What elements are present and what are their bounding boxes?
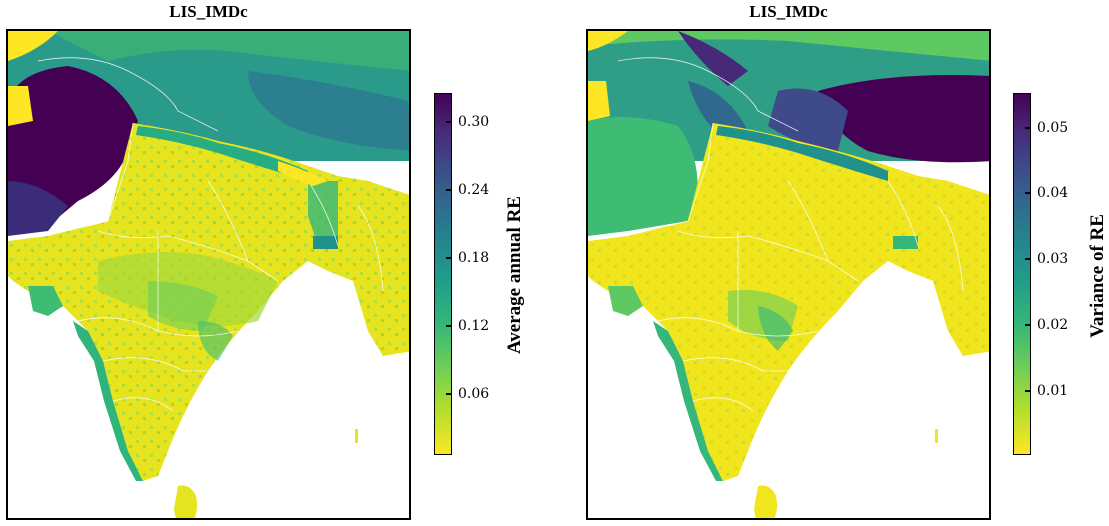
- cbar-tick-label: 0.24: [458, 182, 490, 198]
- cbar-tick-label: 0.02: [1037, 317, 1069, 333]
- colorbar-label: Average annual RE: [504, 196, 525, 354]
- cbar-tick: [1025, 192, 1031, 194]
- cbar-tick: [1025, 258, 1031, 260]
- cbar-tick-label: 0.05: [1037, 120, 1069, 136]
- cbar-tick-label: 0.30: [458, 114, 490, 130]
- northeast-dark-region: [818, 75, 989, 163]
- cbar-tick: [446, 325, 452, 327]
- sri-lanka: [174, 485, 197, 518]
- andaman-islands: [935, 429, 938, 443]
- panel-title: LIS_IMDc: [169, 2, 248, 21]
- map-canvas: [588, 31, 989, 518]
- colorbar-variance-re: [1013, 93, 1031, 455]
- map-canvas: [8, 31, 409, 518]
- panel-title: LIS_IMDc: [749, 2, 828, 21]
- colorbar-average-re: [434, 93, 452, 455]
- cbar-tick-label: 0.01: [1037, 383, 1069, 399]
- map-variance-re: [586, 29, 991, 520]
- cbar-tick: [446, 393, 452, 395]
- boundary-lines: [617, 57, 964, 412]
- map-average-re: [6, 29, 411, 520]
- cbar-tick-label: 0.12: [458, 318, 490, 334]
- cbar-tick-label: 0.18: [458, 250, 490, 266]
- cbar-tick: [446, 257, 452, 259]
- boundary-lines: [37, 57, 384, 412]
- cbar-tick: [1025, 390, 1031, 392]
- cbar-tick: [1025, 324, 1031, 326]
- andaman-islands: [355, 429, 358, 443]
- cbar-tick-label: 0.06: [458, 386, 490, 402]
- cbar-tick-label: 0.04: [1037, 185, 1069, 201]
- panel-variance-re: LIS_IMDc: [586, 0, 1108, 526]
- cbar-tick: [1025, 127, 1031, 129]
- panel-average-re: LIS_IMDc: [6, 0, 546, 526]
- cbar-tick-label: 0.03: [1037, 251, 1069, 267]
- cbar-tick: [446, 189, 452, 191]
- colorbar-label: Variance of RE: [1087, 214, 1108, 338]
- sri-lanka: [754, 485, 777, 518]
- cbar-tick: [446, 121, 452, 123]
